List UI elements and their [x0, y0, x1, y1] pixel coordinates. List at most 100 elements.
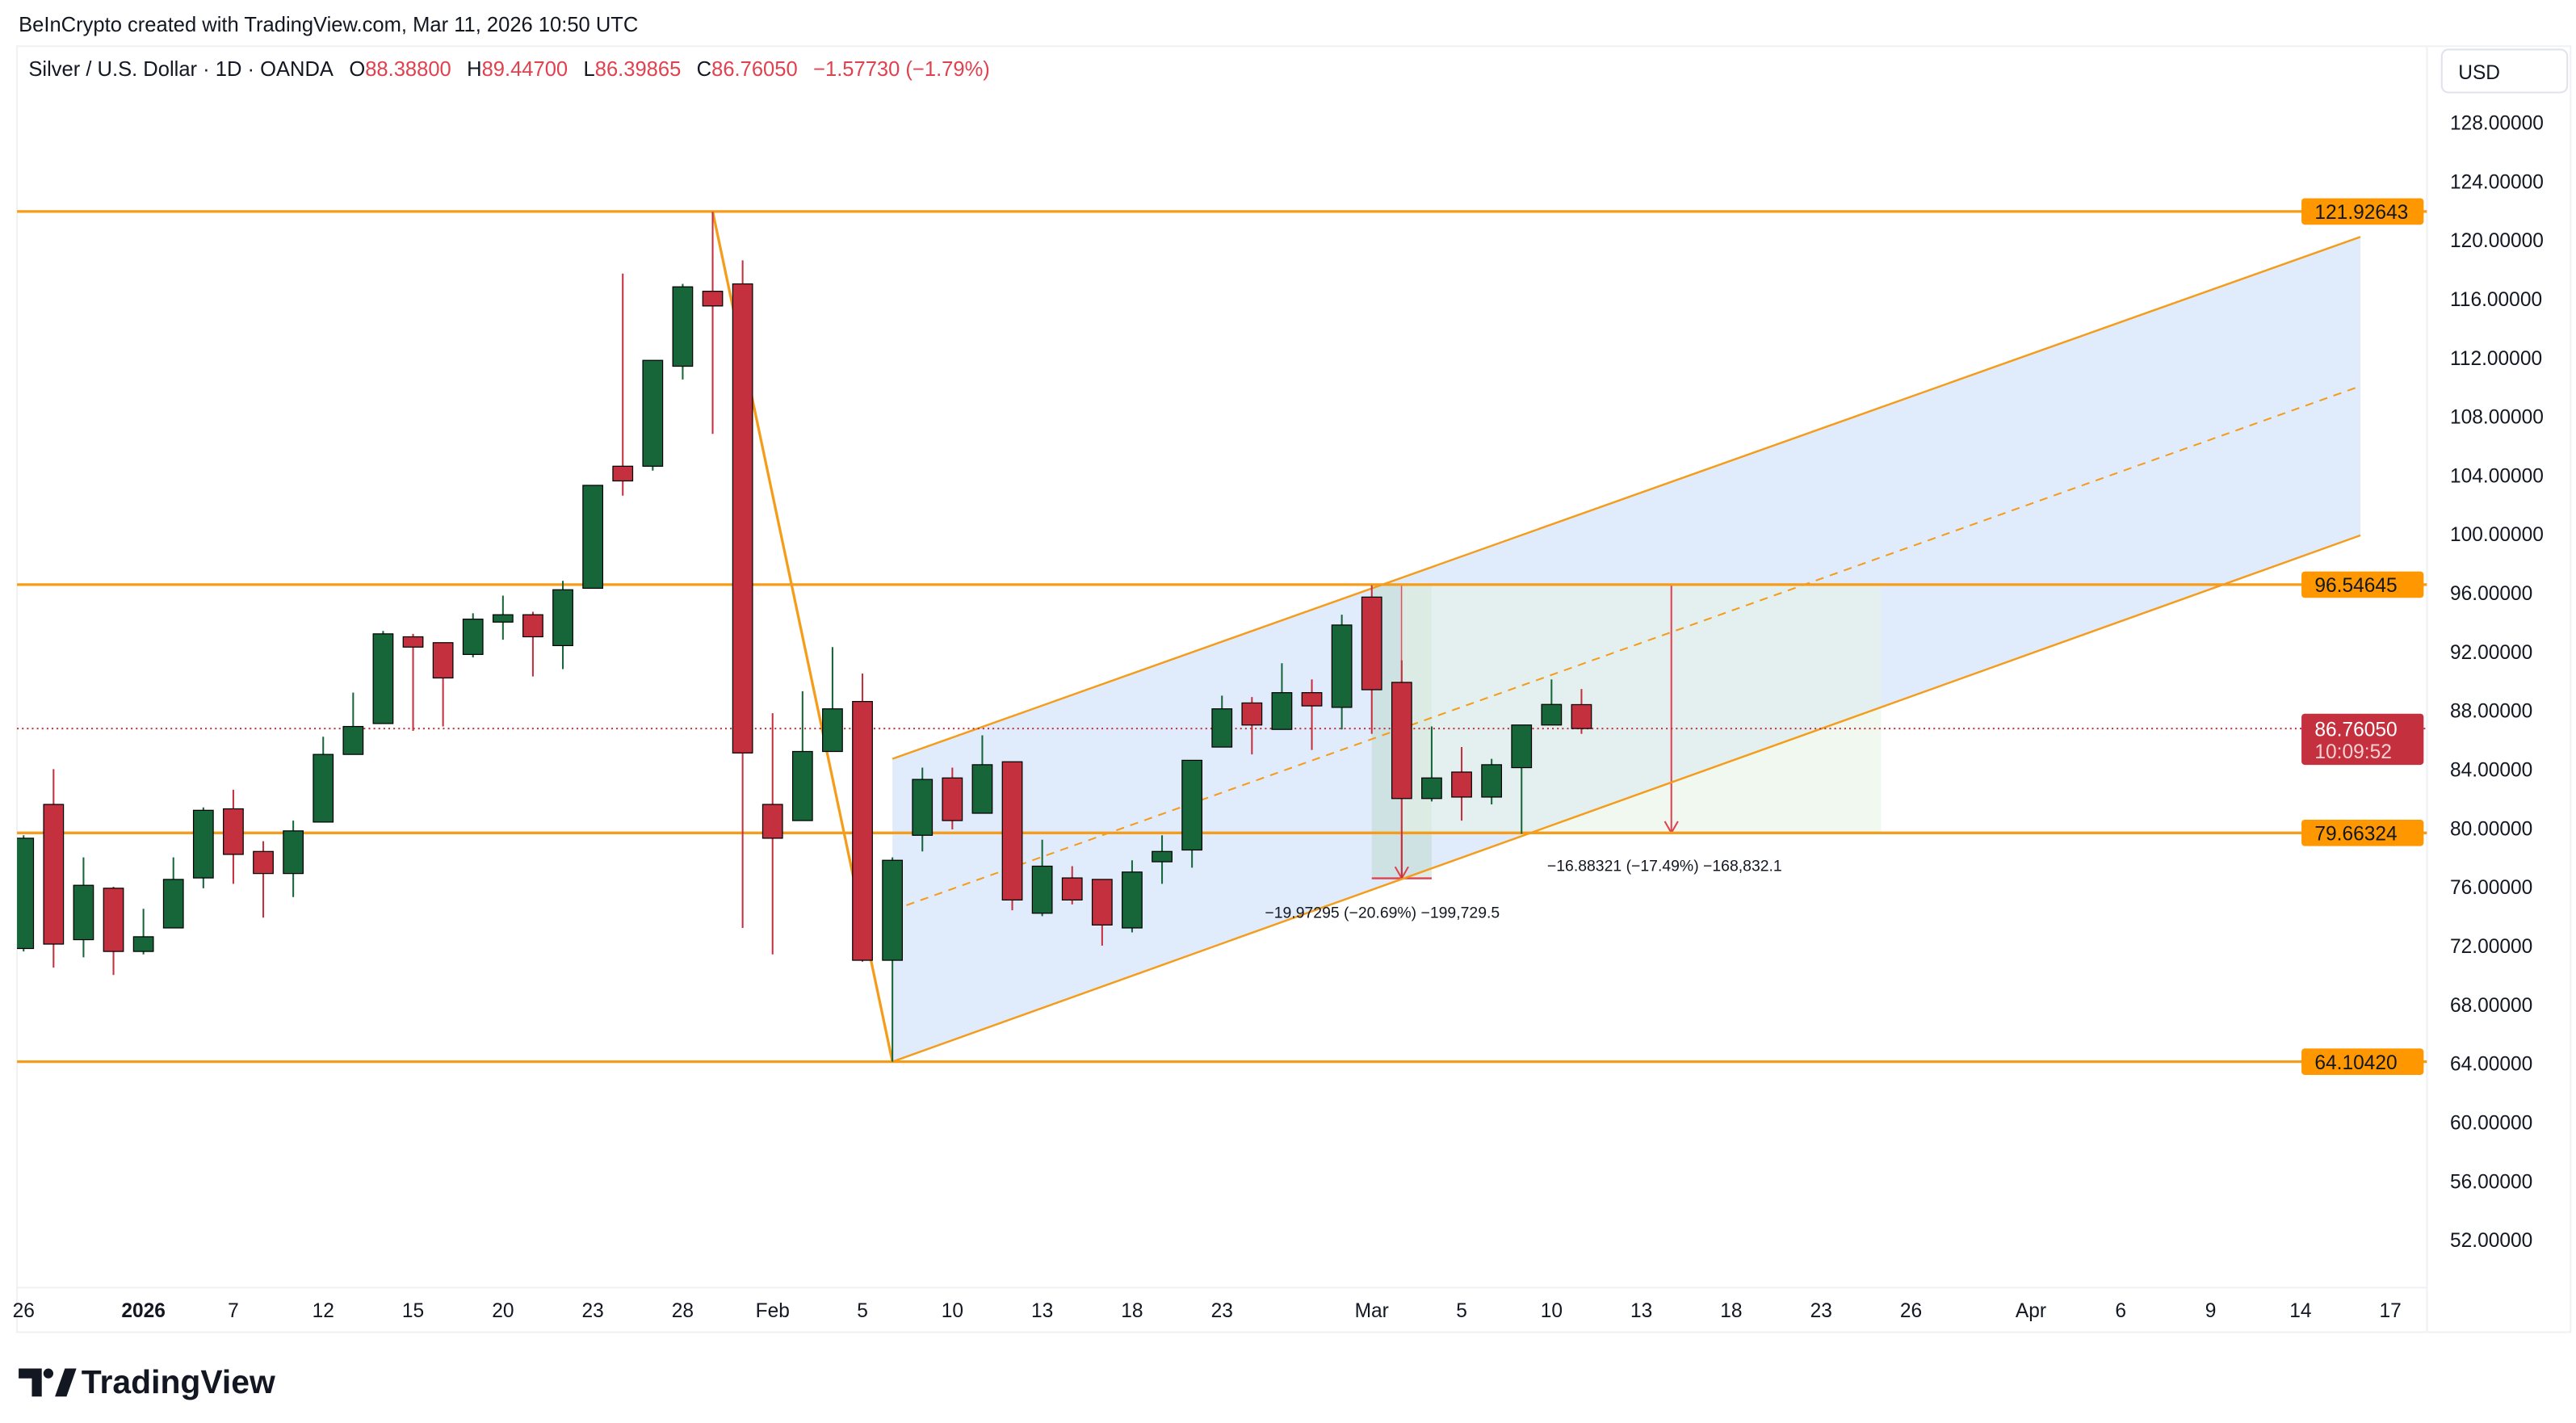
- candle[interactable]: [1091, 879, 1113, 946]
- time-tick-label: 26: [13, 1300, 35, 1322]
- candle[interactable]: [432, 642, 454, 727]
- candle[interactable]: [1301, 679, 1323, 750]
- time-axis[interactable]: 26 2026 7 12 15 20 23 28 Feb 5 10 13 18 23 Mar 5 10 13 18 2…: [13, 1300, 2402, 1322]
- candle[interactable]: [402, 633, 424, 732]
- candle-body: [761, 804, 783, 839]
- candle[interactable]: [642, 359, 664, 471]
- candle[interactable]: [582, 485, 604, 590]
- candle[interactable]: [372, 631, 394, 724]
- candle-body: [43, 804, 65, 945]
- candle[interactable]: [1181, 759, 1203, 868]
- channel-upper-line[interactable]: [892, 236, 2361, 760]
- candle[interactable]: [942, 767, 963, 830]
- candle[interactable]: [223, 789, 244, 884]
- measure-area[interactable]: [1401, 584, 1882, 833]
- candle-body: [882, 859, 904, 961]
- candle[interactable]: [192, 807, 214, 888]
- candle[interactable]: [1031, 839, 1053, 917]
- candle-body: [1061, 877, 1083, 901]
- channel-median-line[interactable]: [892, 385, 2361, 912]
- candle[interactable]: [103, 887, 124, 976]
- price-tick-label: 104.00000: [2450, 465, 2544, 487]
- price-tick-label: 68.00000: [2450, 995, 2532, 1017]
- candle[interactable]: [1421, 726, 1442, 802]
- candle[interactable]: [612, 273, 634, 496]
- candle[interactable]: [162, 857, 184, 929]
- candle-body: [17, 837, 35, 950]
- candle[interactable]: [1241, 697, 1263, 755]
- level-price-label: 121.92643: [2314, 202, 2408, 224]
- price-tick-label: 112.00000: [2450, 348, 2542, 370]
- candle[interactable]: [912, 767, 933, 852]
- candle[interactable]: [1061, 866, 1083, 905]
- candle[interactable]: [1391, 660, 1412, 879]
- candle-body: [822, 708, 843, 753]
- price-tick-label: 92.00000: [2450, 642, 2532, 664]
- candle[interactable]: [1271, 663, 1293, 730]
- candle-body: [522, 614, 543, 638]
- candle-body: [253, 850, 274, 875]
- candle[interactable]: [43, 769, 65, 968]
- candle[interactable]: [1541, 679, 1563, 726]
- candle[interactable]: [1511, 724, 1533, 834]
- candle-body: [1391, 682, 1412, 800]
- candle-body: [612, 465, 634, 482]
- candle[interactable]: [14, 835, 35, 952]
- candle-body: [702, 291, 724, 307]
- candle[interactable]: [1331, 615, 1353, 730]
- candle-body: [1001, 761, 1023, 901]
- candle[interactable]: [1122, 860, 1143, 933]
- candle-body: [372, 633, 394, 724]
- candle[interactable]: [1001, 761, 1023, 911]
- candle[interactable]: [552, 581, 573, 670]
- candle[interactable]: [1451, 747, 1472, 821]
- candle-body: [1122, 871, 1143, 929]
- time-tick-label: 18: [1121, 1300, 1143, 1322]
- candle-body: [223, 808, 244, 855]
- candle[interactable]: [761, 713, 783, 955]
- low-label: L: [584, 58, 595, 81]
- candle[interactable]: [342, 692, 364, 755]
- candle[interactable]: [732, 260, 753, 928]
- candle[interactable]: [313, 737, 334, 823]
- candle[interactable]: [672, 283, 694, 380]
- candle[interactable]: [1152, 835, 1173, 884]
- price-axis[interactable]: 52.00000 56.00000 60.00000 64.00000 68.00000…: [2450, 112, 2544, 1252]
- candle[interactable]: [462, 613, 484, 657]
- candle[interactable]: [492, 595, 514, 640]
- candle[interactable]: [822, 647, 843, 753]
- candle[interactable]: [852, 674, 873, 962]
- candle[interactable]: [1361, 585, 1382, 734]
- candle[interactable]: [971, 735, 993, 814]
- tradingview-logo[interactable]: TradingView: [19, 1363, 275, 1400]
- level-price-label: 79.66324: [2314, 824, 2397, 846]
- candle[interactable]: [253, 841, 274, 918]
- price-tick-label: 108.00000: [2450, 407, 2544, 429]
- current-price-label: 86.76050: [2314, 719, 2397, 741]
- candle-body: [582, 485, 604, 590]
- candle[interactable]: [283, 821, 304, 897]
- candle[interactable]: [1211, 695, 1233, 748]
- time-tick-label: 10: [942, 1300, 963, 1322]
- candle[interactable]: [702, 212, 724, 434]
- price-tick-label: 128.00000: [2450, 112, 2544, 134]
- candle-body: [1481, 764, 1503, 798]
- time-tick-label: 23: [1810, 1300, 1832, 1322]
- candle[interactable]: [73, 857, 94, 958]
- candle[interactable]: [1481, 758, 1503, 805]
- time-tick-label: Feb: [756, 1300, 790, 1322]
- price-tick-label: 72.00000: [2450, 936, 2532, 958]
- candle-body: [1031, 865, 1053, 914]
- candle[interactable]: [791, 691, 813, 821]
- candle[interactable]: [132, 909, 154, 955]
- candle[interactable]: [882, 857, 904, 1062]
- time-tick-label: Apr: [2016, 1300, 2046, 1322]
- time-tick-label: 17: [2380, 1300, 2402, 1322]
- candle[interactable]: [1571, 689, 1592, 734]
- currency-button[interactable]: USD: [2440, 48, 2569, 94]
- time-tick-label: 7: [228, 1300, 239, 1322]
- candle-body: [912, 779, 933, 836]
- channel-lower-line[interactable]: [892, 534, 2361, 1063]
- candle[interactable]: [522, 611, 543, 677]
